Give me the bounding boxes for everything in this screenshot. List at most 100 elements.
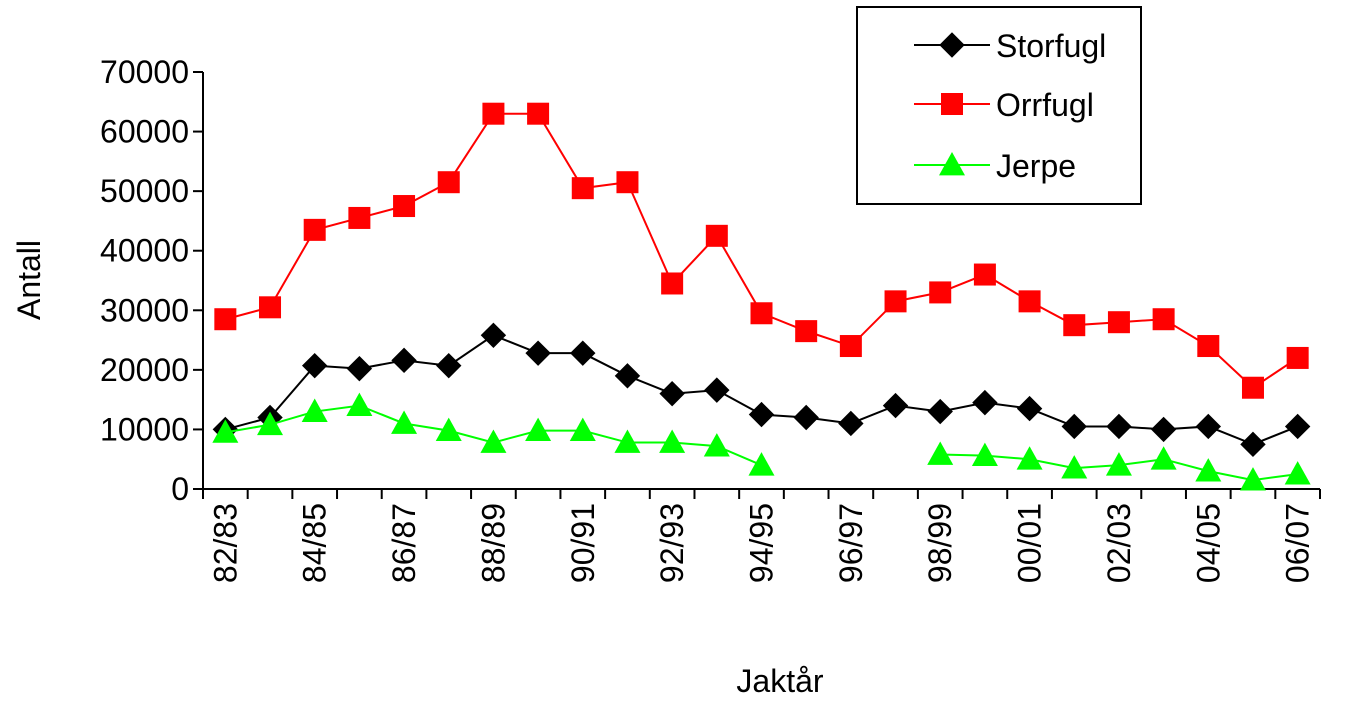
data-point-orrfugl: [705, 224, 728, 247]
data-point-orrfugl: [616, 171, 639, 194]
series-jerpe: [212, 392, 1311, 491]
data-point-storfugl: [927, 398, 953, 425]
data-point-storfugl: [1106, 413, 1132, 440]
data-point-orrfugl: [393, 195, 416, 218]
data-point-orrfugl: [1107, 311, 1130, 334]
data-point-jerpe: [480, 429, 507, 453]
data-point-orrfugl: [1152, 308, 1175, 331]
axes: [202, 72, 1320, 490]
legend-marker-orrfugl: [941, 93, 963, 115]
data-point-orrfugl: [795, 320, 818, 343]
series-layer: [212, 102, 1311, 491]
x-tick-label: 94/95: [744, 503, 780, 583]
legend-label: Jerpe: [996, 148, 1076, 184]
data-point-orrfugl: [661, 272, 684, 295]
y-tick-label: 10000: [100, 411, 189, 447]
data-point-storfugl: [1061, 413, 1087, 440]
series-orrfugl: [214, 102, 1309, 399]
data-point-orrfugl: [1063, 314, 1086, 337]
data-point-orrfugl: [214, 308, 237, 331]
y-tick-label: 50000: [100, 173, 189, 209]
data-point-jerpe: [927, 441, 954, 465]
y-tick-label: 0: [171, 471, 189, 507]
data-point-storfugl: [391, 347, 417, 374]
data-point-storfugl: [882, 392, 909, 419]
data-point-jerpe: [212, 419, 239, 443]
legend-item-orrfugl: Orrfugl: [914, 87, 1094, 123]
data-point-jerpe: [614, 429, 641, 453]
data-point-orrfugl: [1286, 346, 1309, 369]
legend-box: [856, 6, 1142, 205]
data-point-jerpe: [1195, 458, 1222, 482]
data-point-jerpe: [435, 417, 462, 442]
x-tick-label: 82/83: [207, 503, 243, 583]
data-point-orrfugl: [1197, 335, 1220, 358]
data-point-jerpe: [346, 392, 373, 416]
data-point-orrfugl: [348, 206, 371, 229]
data-point-jerpe: [703, 433, 730, 457]
y-tick-label: 70000: [100, 54, 189, 90]
y-tick-label: 30000: [100, 292, 189, 328]
data-point-orrfugl: [929, 281, 952, 304]
data-point-jerpe: [659, 429, 686, 453]
data-point-storfugl: [1016, 395, 1043, 422]
data-point-storfugl: [346, 355, 373, 382]
data-point-jerpe: [391, 410, 418, 434]
data-point-storfugl: [301, 352, 328, 379]
data-point-orrfugl: [1018, 290, 1041, 313]
x-tick-label: 86/87: [386, 503, 422, 583]
series-line-storfugl: [225, 334, 1299, 446]
data-point-jerpe: [1150, 446, 1177, 470]
data-point-storfugl: [659, 380, 685, 407]
data-point-storfugl: [614, 363, 641, 389]
data-point-storfugl: [525, 340, 551, 366]
data-point-orrfugl: [303, 218, 326, 241]
data-point-storfugl: [480, 322, 507, 349]
legend-item-storfugl: Storfugl: [914, 28, 1106, 64]
x-tick-label: 96/97: [833, 503, 869, 583]
data-point-storfugl: [838, 410, 864, 437]
data-point-jerpe: [1061, 455, 1088, 479]
data-point-jerpe: [257, 411, 284, 436]
data-point-jerpe: [569, 417, 596, 442]
x-axis-title: Jaktår: [736, 663, 823, 699]
x-tick-label: 90/91: [565, 503, 601, 583]
data-point-storfugl: [748, 401, 775, 428]
data-point-storfugl: [1284, 413, 1311, 440]
data-point-jerpe: [525, 417, 552, 442]
legend-label: Storfugl: [996, 28, 1106, 64]
x-ticks: 82/83 84/85 86/87 88/89 90/91 92/93 94/95 96/97…: [202, 489, 1321, 583]
y-tick-label: 60000: [100, 114, 189, 150]
y-ticks: 0 10000 20000 30000 40000 50000 60000 70000: [100, 54, 203, 507]
legend: Storfugl Orrfugl Jerpe: [856, 6, 1142, 205]
y-tick-label: 40000: [100, 233, 189, 269]
data-point-storfugl: [704, 377, 730, 403]
x-tick-label: 04/05: [1190, 503, 1226, 583]
data-point-orrfugl: [571, 177, 594, 200]
data-point-orrfugl: [482, 102, 505, 125]
data-point-jerpe: [1016, 446, 1043, 470]
data-point-orrfugl: [973, 263, 996, 286]
data-point-storfugl: [436, 352, 462, 379]
y-tick-label: 20000: [100, 352, 189, 388]
x-tick-label: 88/89: [475, 503, 511, 583]
legend-item-jerpe: Jerpe: [914, 148, 1076, 184]
x-tick-label: 92/93: [654, 503, 690, 583]
x-tick-label: 98/99: [922, 503, 958, 583]
x-tick-label: 84/85: [297, 503, 333, 583]
data-point-orrfugl: [259, 296, 282, 319]
data-point-storfugl: [972, 389, 998, 416]
data-point-storfugl: [1240, 431, 1266, 458]
data-point-orrfugl: [437, 171, 460, 194]
x-tick-label: 00/01: [1012, 503, 1048, 583]
data-point-storfugl: [1195, 413, 1222, 440]
data-point-orrfugl: [884, 290, 907, 313]
legend-label: Orrfugl: [996, 87, 1094, 123]
data-point-jerpe: [1284, 461, 1311, 485]
x-tick-label: 06/07: [1280, 503, 1316, 583]
data-point-orrfugl: [527, 102, 550, 125]
series-storfugl: [212, 322, 1311, 458]
data-point-jerpe: [301, 398, 328, 422]
data-point-storfugl: [793, 404, 819, 431]
